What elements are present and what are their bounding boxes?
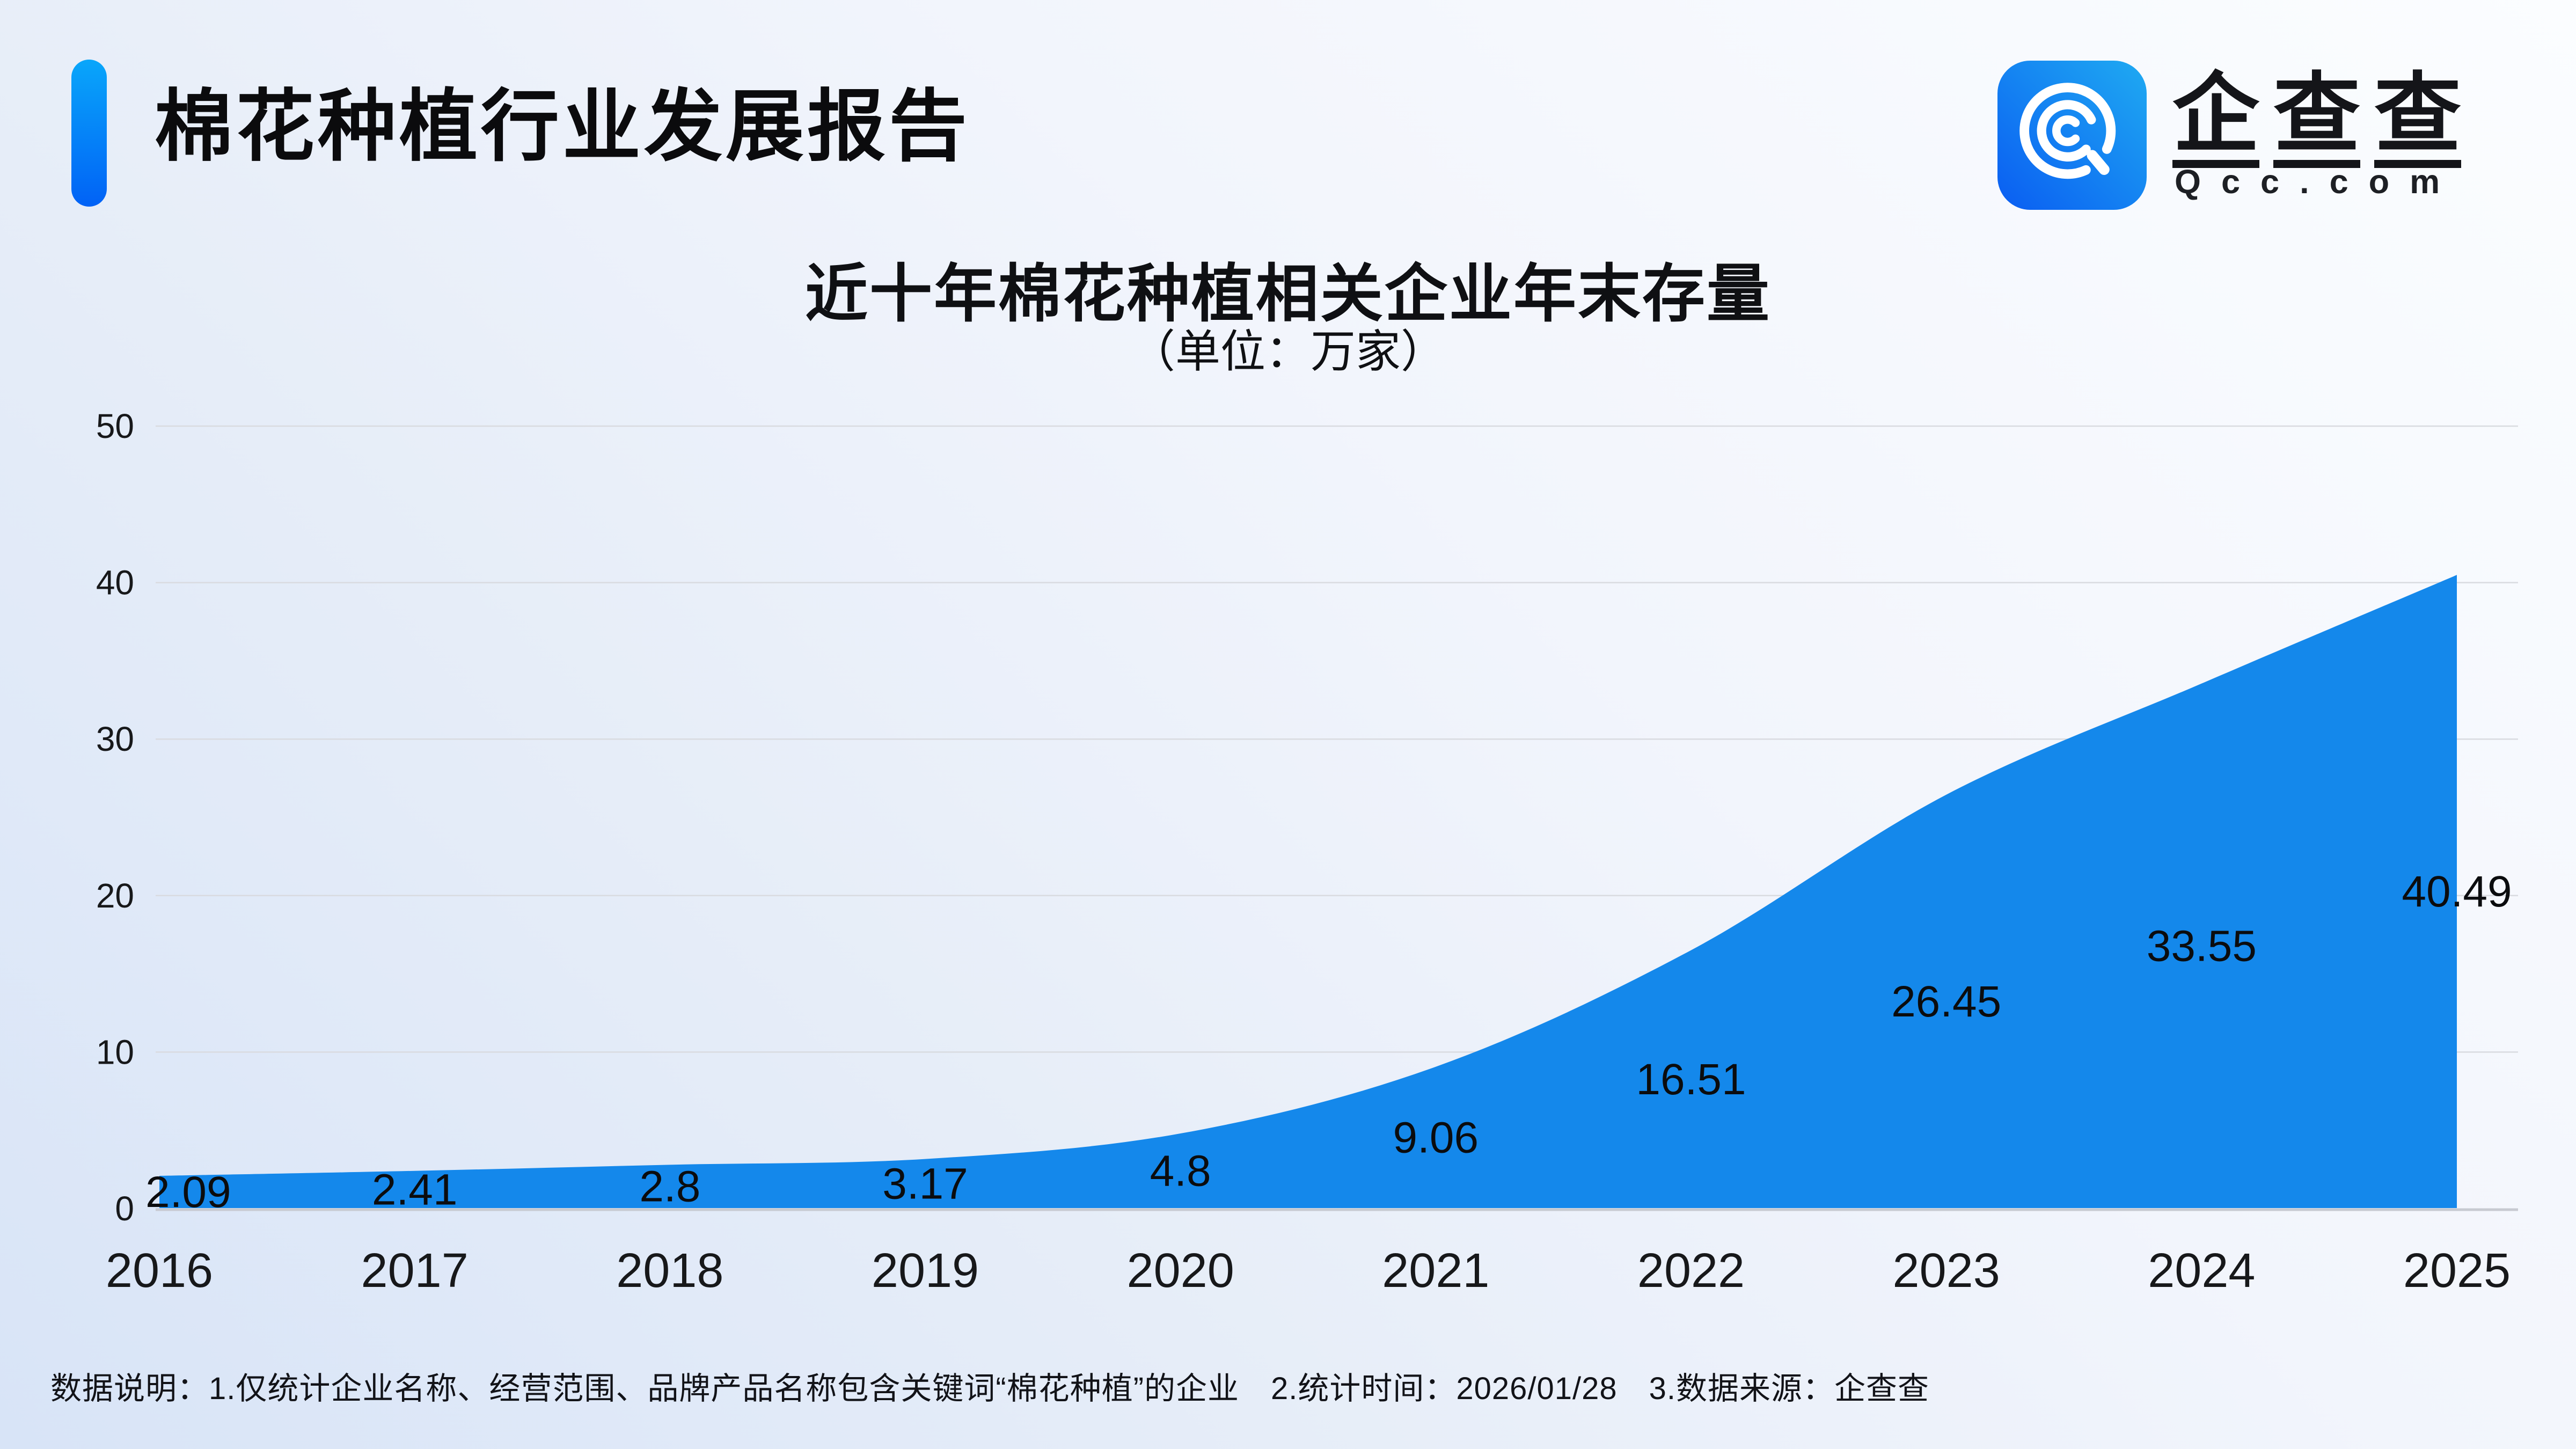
- area-fill: [159, 575, 2457, 1208]
- y-tick-label: 40: [96, 564, 134, 602]
- x-tick-label: 2021: [1382, 1244, 1489, 1298]
- data-label: 2.41: [372, 1165, 458, 1214]
- x-tick-label: 2022: [1637, 1244, 1745, 1298]
- logo-brand-char: 查: [2374, 71, 2461, 168]
- x-tick-label: 2023: [1893, 1244, 2000, 1298]
- data-label: 9.06: [1393, 1113, 1479, 1162]
- data-label: 4.8: [1150, 1147, 1211, 1196]
- y-tick-label: 0: [115, 1189, 134, 1228]
- y-tick-label: 50: [96, 407, 134, 445]
- logo-domain-text: Qcc.com: [2175, 163, 2461, 201]
- logo-middle-arc: [2037, 100, 2096, 162]
- data-label: 3.17: [882, 1159, 968, 1208]
- logo-inner-c: [2052, 115, 2080, 147]
- data-note: 数据说明：1.仅统计企业名称、经营范围、品牌产品名称包含关键词“棉花种植”的企业…: [50, 1371, 1930, 1406]
- y-tick-label: 20: [96, 876, 134, 915]
- y-tick-label: 10: [96, 1033, 134, 1071]
- x-tick-label: 2025: [2403, 1244, 2511, 1298]
- chart-title: 近十年棉花种植相关企业年末存量: [804, 259, 1771, 329]
- data-label: 2.8: [639, 1162, 700, 1211]
- x-tick-label: 2024: [2148, 1244, 2255, 1298]
- title-accent-bar: [71, 60, 107, 207]
- data-label: 40.49: [2402, 867, 2512, 916]
- chart-subtitle: （单位：万家）: [1130, 326, 1446, 377]
- logo-brand-text: 企查查: [2172, 64, 2461, 168]
- data-label: 26.45: [1891, 977, 2001, 1026]
- x-tick-label: 2017: [361, 1244, 469, 1298]
- logo-q-tail: [2087, 150, 2110, 175]
- y-tick-label: 30: [96, 720, 134, 758]
- page-title: 棉花种植行业发展报告: [155, 83, 970, 170]
- data-label: 33.55: [2147, 921, 2257, 970]
- data-label: 16.51: [1636, 1055, 1746, 1104]
- qcc-logo-icon: [1997, 61, 2147, 210]
- x-tick-label: 2018: [616, 1244, 723, 1298]
- data-label: 2.09: [145, 1168, 231, 1217]
- logo-brand-char: 企: [2172, 71, 2259, 168]
- logo-outer-arc: [2019, 83, 2116, 179]
- logo-brand-char: 查: [2273, 71, 2360, 168]
- x-tick-label: 2020: [1127, 1244, 1234, 1298]
- x-tick-label: 2016: [106, 1244, 213, 1298]
- x-tick-label: 2019: [872, 1244, 979, 1298]
